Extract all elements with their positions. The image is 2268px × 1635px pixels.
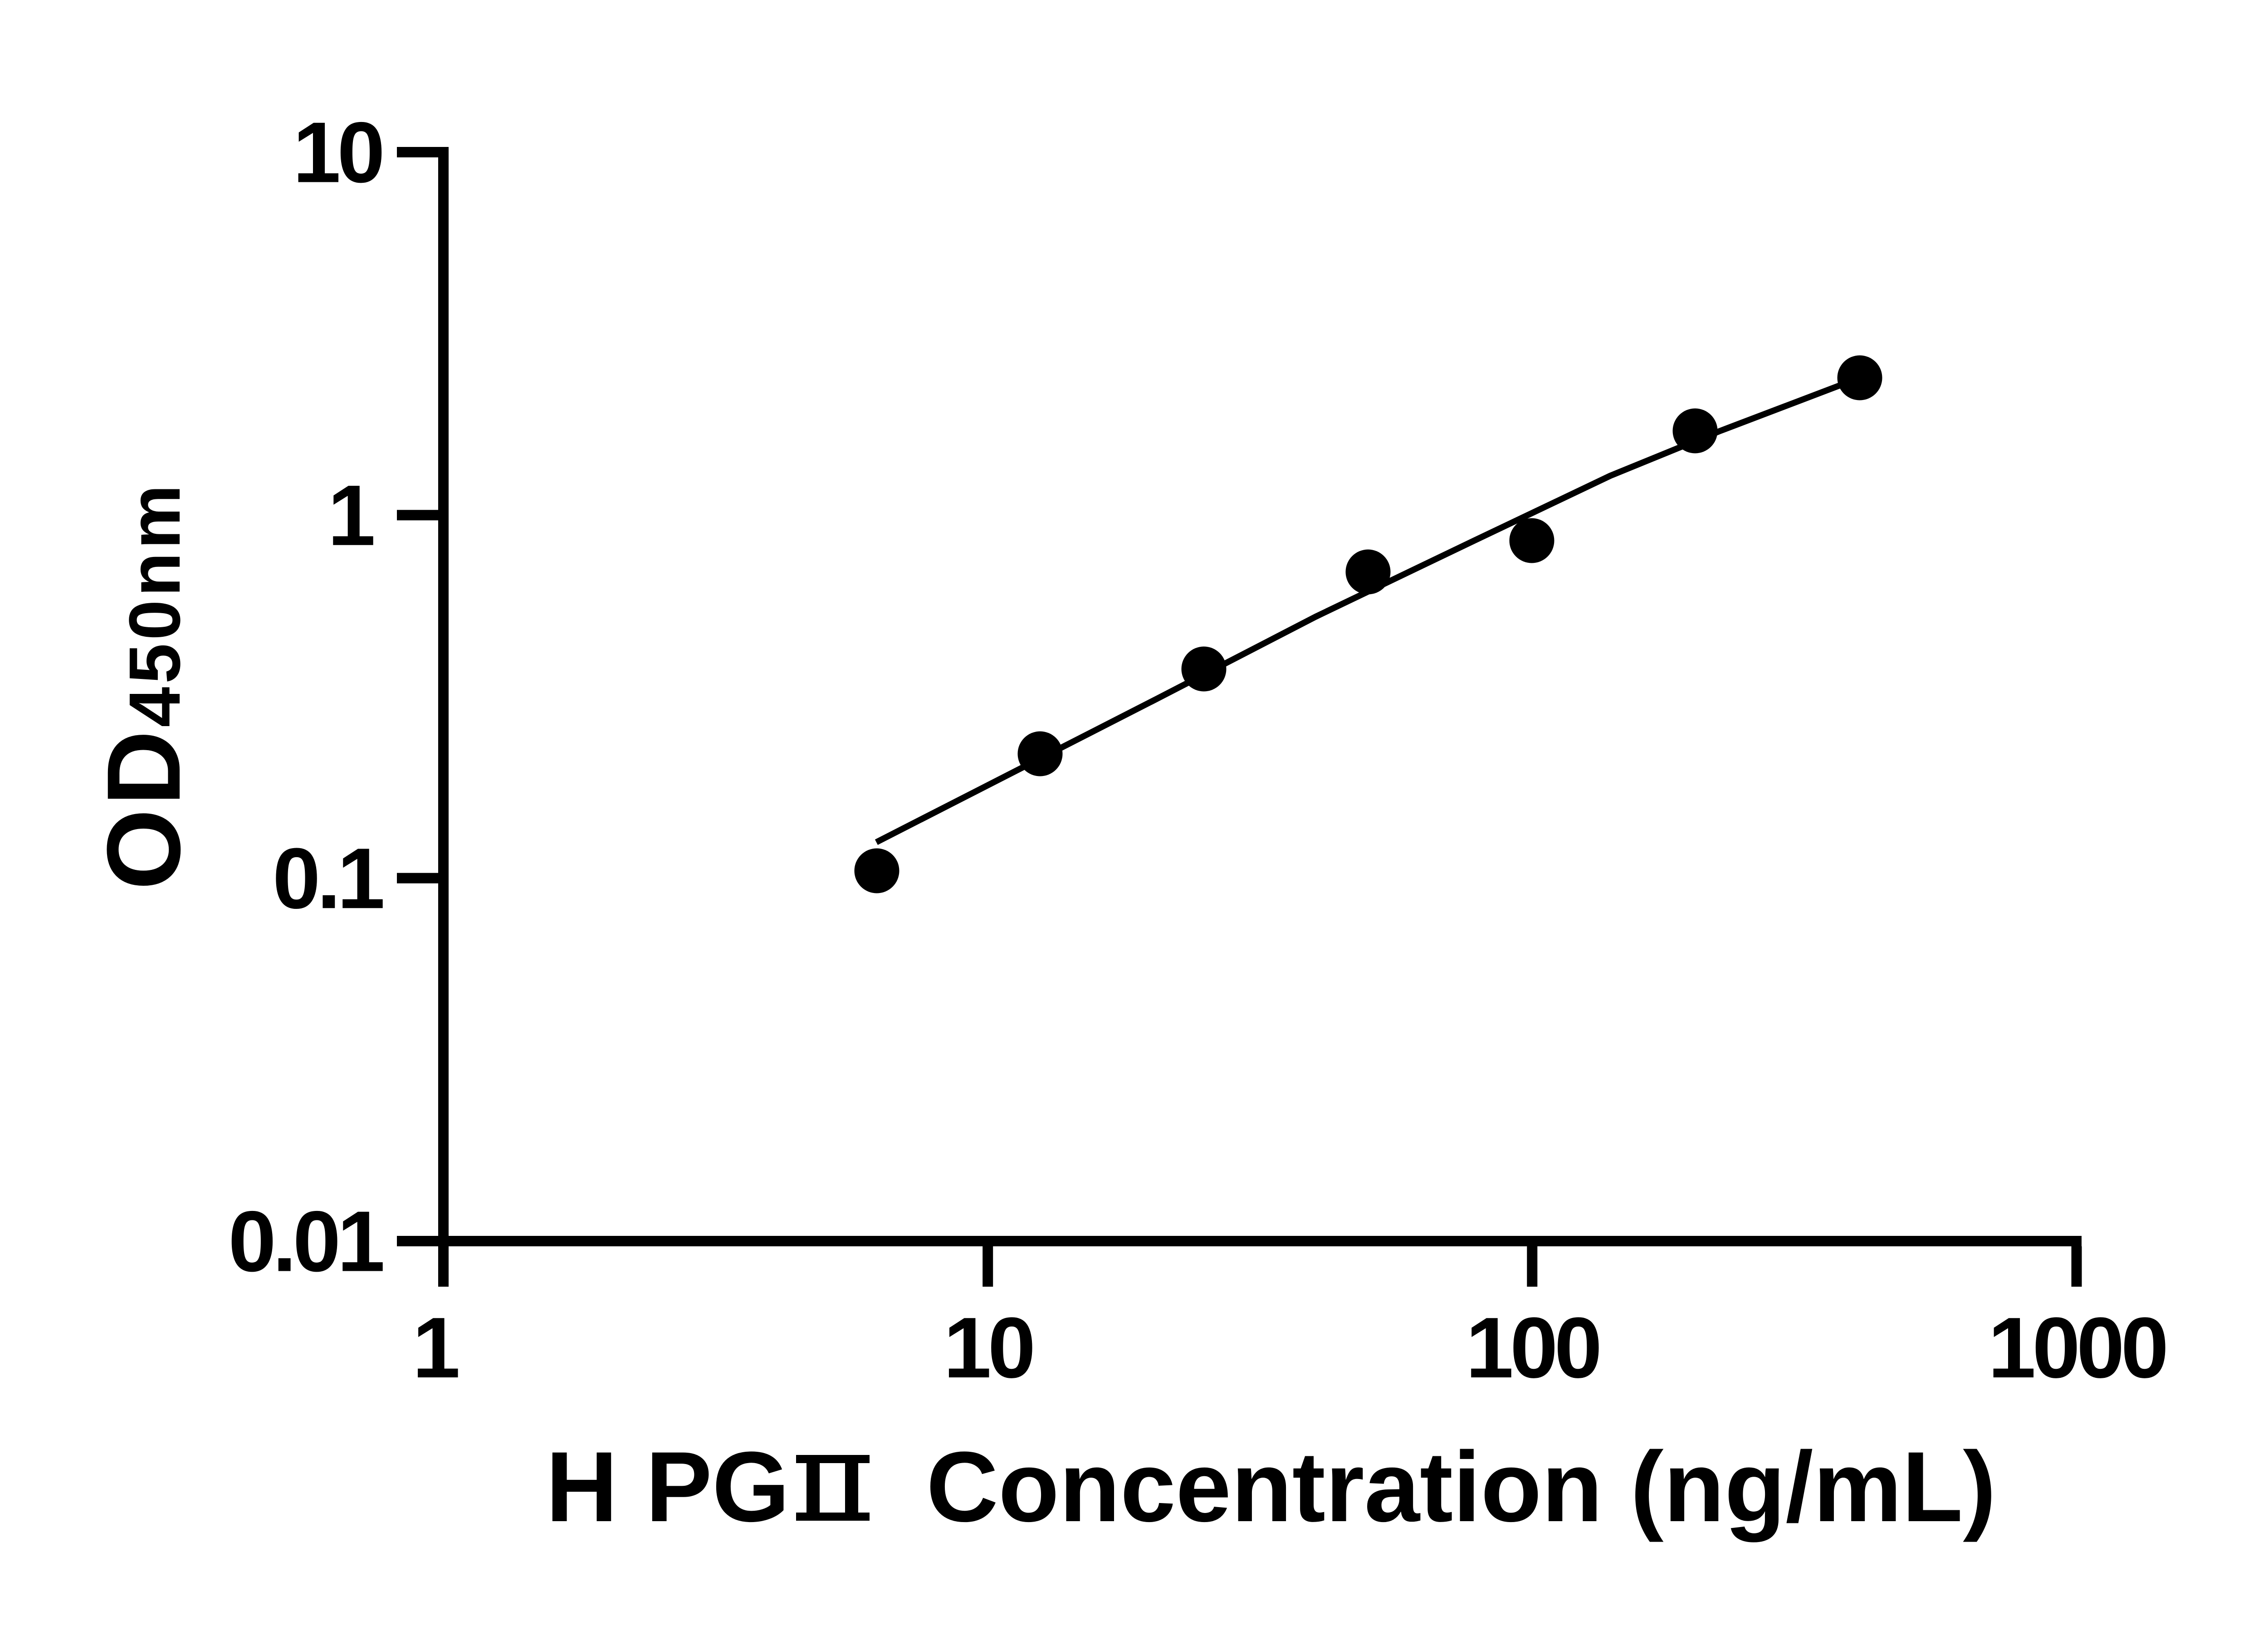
svg-text:1: 1	[412, 1300, 458, 1396]
svg-text:0.1: 0.1	[273, 830, 383, 927]
svg-text:1: 1	[327, 468, 373, 564]
svg-text:10: 10	[293, 105, 382, 201]
svg-text:1000: 1000	[1988, 1300, 2165, 1396]
svg-text:OD450nm: OD450nm	[85, 482, 202, 890]
svg-text:0.01: 0.01	[228, 1194, 383, 1290]
svg-text:Concentration (ng/mL): Concentration (ng/mL)	[926, 1431, 1996, 1542]
svg-text:10: 10	[943, 1300, 1032, 1396]
svg-text:H PG: H PG	[546, 1431, 790, 1542]
svg-text:100: 100	[1466, 1300, 1598, 1396]
